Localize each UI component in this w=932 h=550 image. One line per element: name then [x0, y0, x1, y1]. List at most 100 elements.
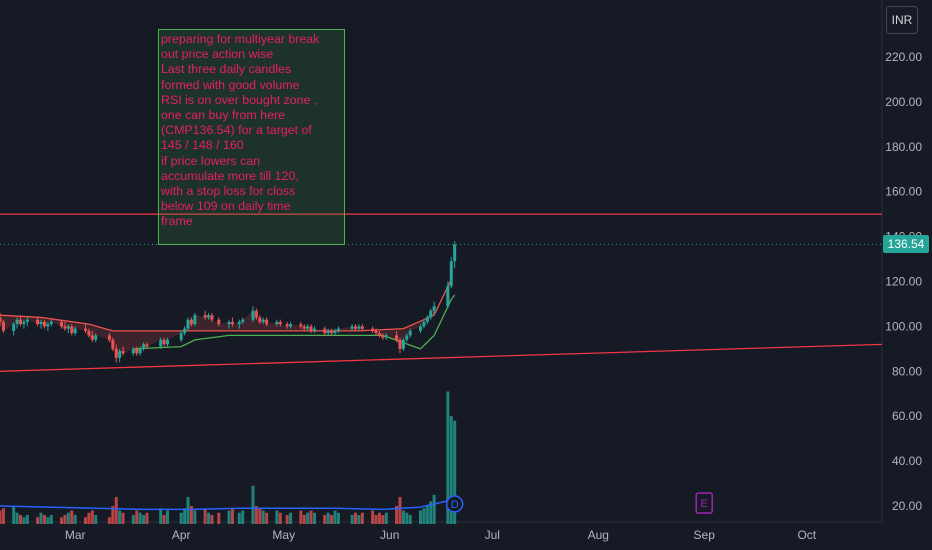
volume-bar [138, 512, 142, 524]
volume-bar [254, 506, 258, 524]
annotation-line: RSI is on over bought zone , [161, 92, 318, 107]
candle-body [189, 319, 193, 325]
candle-body [70, 326, 74, 334]
volume-bar [46, 517, 50, 524]
volume-bar [422, 508, 426, 524]
candle-body [22, 321, 26, 325]
candle-body [46, 324, 50, 327]
candle-body [254, 310, 258, 318]
candle-body [360, 326, 364, 329]
candle-body [217, 319, 221, 325]
volume-bar [111, 506, 115, 524]
earnings-marker-label: E [701, 498, 708, 510]
volume-bar [313, 512, 317, 524]
earnings-marker[interactable] [695, 492, 713, 514]
candle-body [278, 321, 282, 325]
candle-body [275, 321, 279, 325]
y-tick-label: 40.00 [892, 454, 922, 468]
volume-bar [275, 510, 279, 524]
volume-bar [425, 506, 429, 524]
dividend-marker[interactable] [445, 495, 464, 513]
trend-line[interactable] [0, 343, 883, 372]
y-tick-label: 60.00 [892, 409, 922, 423]
volume-bar [251, 485, 255, 524]
candle-body [265, 319, 269, 325]
volume-bar [217, 512, 221, 524]
candle-body [384, 335, 388, 338]
annotation-line: (CMP136.54) for a target of [161, 123, 312, 138]
candle-body [145, 344, 149, 347]
candle-body [432, 306, 436, 311]
volume-bar [90, 510, 94, 524]
candle-body [207, 315, 211, 318]
volume-bar [162, 514, 166, 524]
volume-bar [131, 514, 135, 524]
candle-body [87, 330, 91, 336]
annotation-line: preparing for multiyear break [161, 32, 320, 46]
candle-body [429, 310, 433, 318]
volume-bar [227, 510, 231, 524]
candle-body [73, 328, 77, 334]
candle-body [159, 339, 163, 347]
x-tick-label: Jun [380, 528, 399, 542]
volume-bar [39, 512, 43, 524]
volume-bar [15, 512, 19, 524]
volume-bar [121, 512, 125, 524]
x-tick-label: Sep [694, 528, 716, 542]
candle-body [377, 333, 381, 336]
volume-bar [60, 517, 64, 524]
volume-bar [83, 517, 87, 524]
candle-body [354, 326, 358, 329]
currency-button[interactable]: INR [886, 6, 918, 34]
volume-ma-line [0, 498, 455, 511]
candle-body [237, 321, 241, 325]
y-tick-label: 180.00 [885, 140, 922, 154]
volume-bar [22, 517, 26, 524]
candle-body [227, 321, 231, 325]
volume-bar [166, 510, 170, 524]
volume-bar [183, 508, 187, 524]
volume-bar [302, 514, 306, 524]
candle-body [36, 319, 40, 325]
volume-bar [330, 514, 334, 524]
candle-body [114, 348, 118, 358]
candle-body [285, 324, 289, 327]
annotation-line: below 109 on daily time [161, 199, 291, 214]
volume-bar [278, 512, 282, 524]
candle-body [60, 321, 64, 327]
volume-bar [326, 512, 330, 524]
candle-body [210, 315, 214, 320]
candle-body [289, 324, 293, 327]
dividend-marker-label: D [451, 499, 459, 511]
candle-body [401, 339, 405, 349]
candle-body [12, 324, 16, 331]
volume-bar [118, 510, 122, 524]
volume-bar [309, 510, 313, 524]
candle-body [446, 285, 450, 307]
volume-bar [94, 514, 98, 524]
candle-body [111, 339, 115, 349]
candle-body [1, 321, 5, 331]
volume-bar [142, 514, 146, 524]
candle-body [302, 326, 306, 329]
volume-bar [207, 512, 211, 524]
candle-body [408, 330, 412, 336]
annotation-line: with a stop loss for closs [161, 184, 296, 199]
volume-bar [357, 514, 361, 524]
candle-body [418, 326, 422, 331]
candle-body [63, 326, 67, 329]
x-tick-label: Jul [485, 528, 500, 542]
candle-body [135, 348, 139, 354]
volume-bar [429, 501, 433, 524]
candle-body [203, 315, 207, 318]
volume-bar [449, 416, 453, 524]
candle-body [49, 321, 53, 325]
annotation-note[interactable]: preparing for multiyear break out price a… [158, 29, 345, 245]
candle-body [326, 330, 330, 334]
volume-bar [285, 514, 289, 524]
volume-bar [381, 514, 385, 524]
volume-bar [384, 512, 388, 524]
candle-body [186, 319, 190, 329]
last-price-tag: 136.54 [883, 235, 929, 253]
